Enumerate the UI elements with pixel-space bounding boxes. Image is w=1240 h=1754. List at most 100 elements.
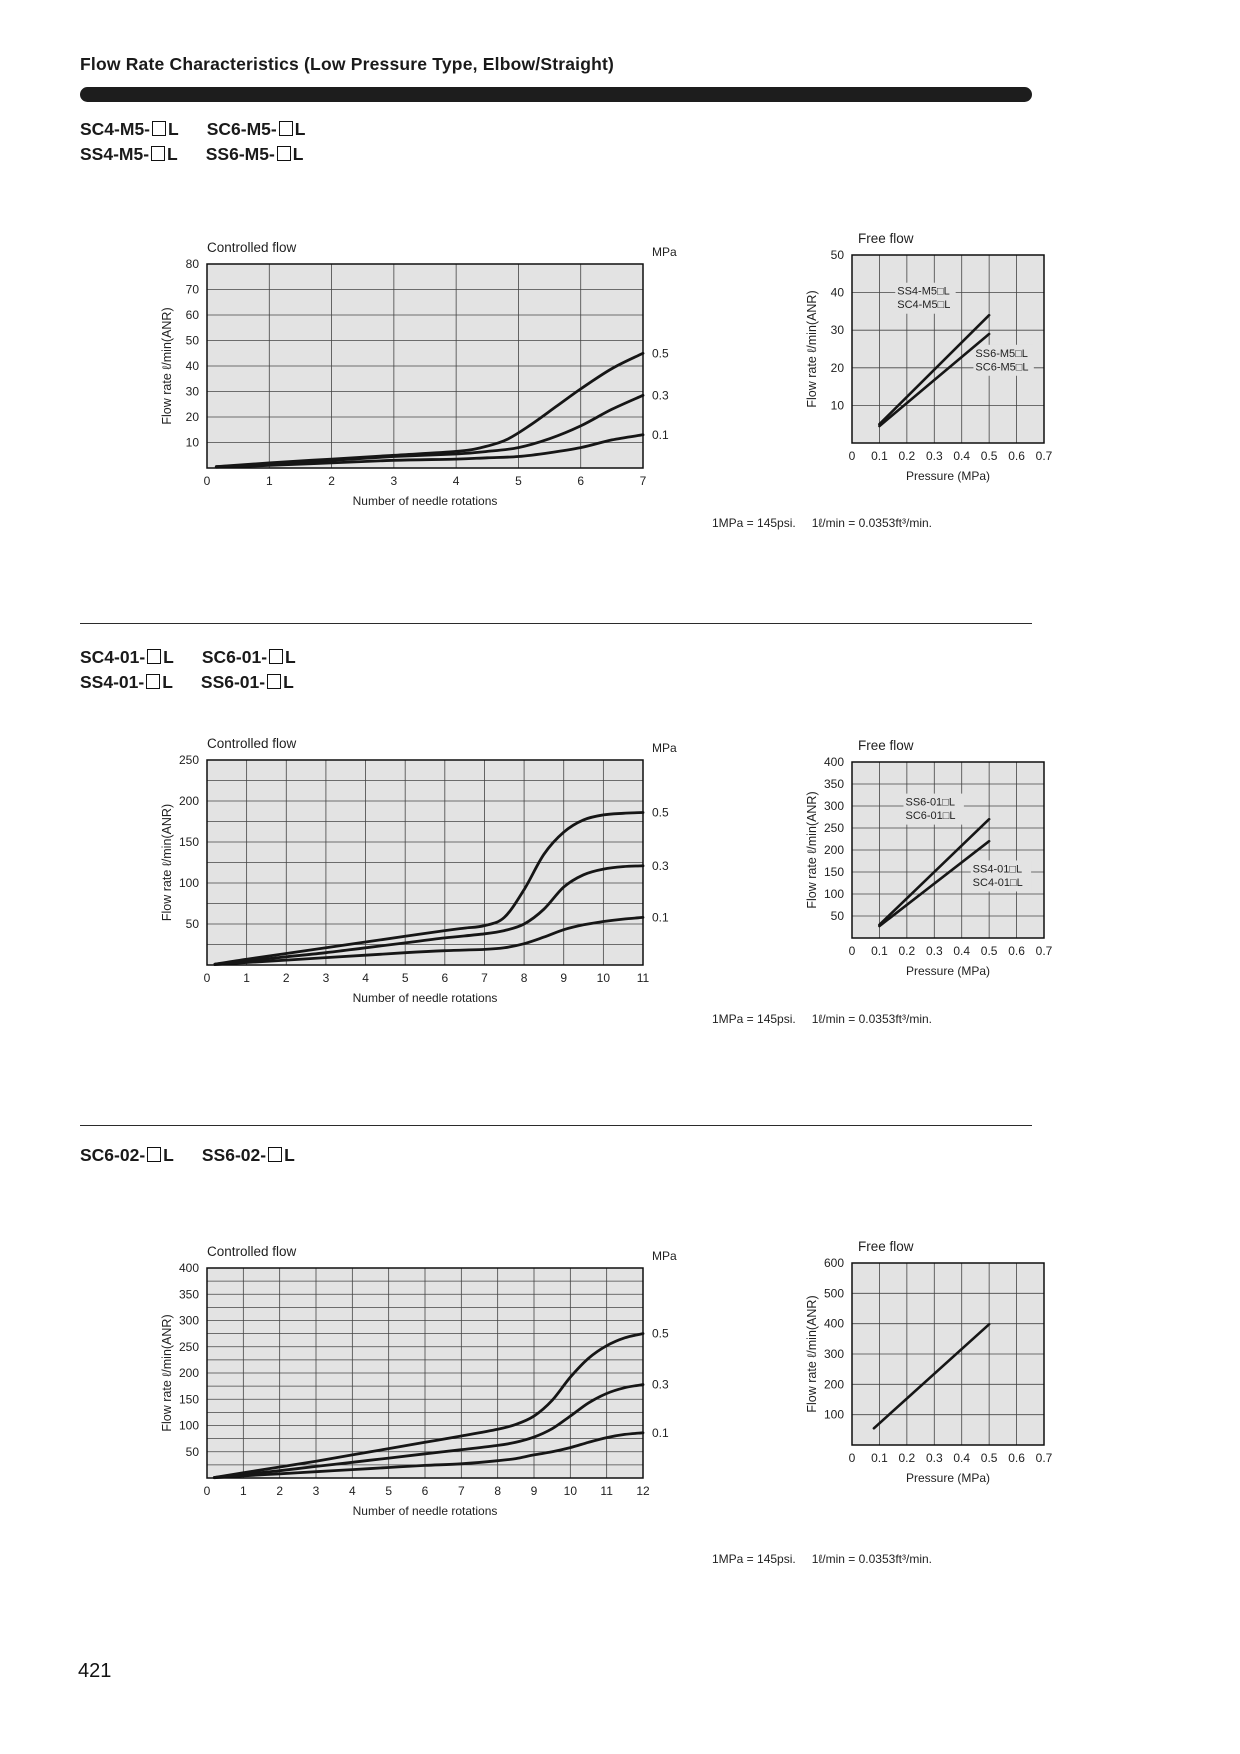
svg-text:Controlled flow: Controlled flow <box>207 1244 297 1259</box>
svg-text:SS6-M5□L: SS6-M5□L <box>975 348 1028 360</box>
svg-text:300: 300 <box>824 1347 844 1361</box>
svg-text:Pressure (MPa): Pressure (MPa) <box>906 964 990 978</box>
svg-text:300: 300 <box>824 799 844 813</box>
svg-text:50: 50 <box>186 917 200 931</box>
model-header-line: SS4-01- L SS6-01- L <box>80 670 296 695</box>
svg-text:9: 9 <box>531 1484 538 1498</box>
svg-text:0.4: 0.4 <box>953 944 970 958</box>
svg-text:6: 6 <box>441 971 448 985</box>
svg-text:0.7: 0.7 <box>1036 944 1053 958</box>
model-name: SC6-M5- L <box>206 119 306 139</box>
svg-text:Pressure (MPa): Pressure (MPa) <box>906 1471 990 1485</box>
svg-text:3: 3 <box>323 971 330 985</box>
model-name: SC4-M5- L <box>80 119 179 139</box>
svg-text:SC6-M5□L: SC6-M5□L <box>975 361 1028 373</box>
svg-text:0: 0 <box>204 474 211 488</box>
svg-text:70: 70 <box>186 283 200 297</box>
option-box-placeholder <box>147 1147 162 1162</box>
svg-text:0.1: 0.1 <box>652 428 669 442</box>
svg-text:0.6: 0.6 <box>1008 449 1025 463</box>
svg-text:Number of needle rotations: Number of needle rotations <box>353 991 498 1005</box>
svg-text:Flow rate ℓ/min(ANR): Flow rate ℓ/min(ANR) <box>805 290 819 407</box>
svg-text:350: 350 <box>824 777 844 791</box>
model-header-s3: SC6-02- L SS6-02- L <box>80 1143 295 1168</box>
svg-text:5: 5 <box>402 971 409 985</box>
free-flow-chart-s2: 50 100 150 200 250 300 350 400 0 0.1 0.2 0.3 0.4 0.5 0… <box>800 728 1072 1005</box>
svg-text:3: 3 <box>391 474 398 488</box>
svg-text:12: 12 <box>636 1484 650 1498</box>
model-header-line: SS4-M5- L SS6-M5- L <box>80 142 305 167</box>
svg-text:250: 250 <box>824 821 844 835</box>
section-divider <box>80 623 1032 624</box>
svg-text:150: 150 <box>179 835 199 849</box>
svg-text:4: 4 <box>453 474 460 488</box>
option-box-placeholder <box>278 121 293 136</box>
section-divider <box>80 1125 1032 1126</box>
svg-text:Controlled flow: Controlled flow <box>207 240 297 255</box>
svg-text:Free flow: Free flow <box>858 738 914 753</box>
psi-conversion: 1MPa = 145psi. <box>712 1012 796 1026</box>
unit-conversion-note: 1MPa = 145psi. 1ℓ/min = 0.0353ft³/min. <box>712 1552 932 1566</box>
model-name: SC6-02- L <box>80 1145 174 1165</box>
option-box-placeholder <box>151 146 166 161</box>
model-name: SS6-01- L <box>200 672 294 692</box>
svg-text:0.5: 0.5 <box>981 944 998 958</box>
svg-text:200: 200 <box>179 1366 199 1380</box>
svg-text:5: 5 <box>515 474 522 488</box>
svg-text:0.3: 0.3 <box>652 388 669 402</box>
model-header-line: SC4-01- L SC6-01- L <box>80 645 296 670</box>
svg-text:200: 200 <box>179 794 199 808</box>
svg-text:20: 20 <box>831 361 845 375</box>
svg-text:60: 60 <box>186 308 200 322</box>
svg-text:11: 11 <box>637 971 650 985</box>
svg-text:SC6-01□L: SC6-01□L <box>905 810 955 822</box>
svg-text:150: 150 <box>824 865 844 879</box>
svg-text:0.3: 0.3 <box>926 1451 943 1465</box>
svg-text:11: 11 <box>600 1484 613 1498</box>
svg-text:0.3: 0.3 <box>652 1378 669 1392</box>
svg-text:20: 20 <box>186 410 200 424</box>
svg-text:200: 200 <box>824 1377 844 1391</box>
svg-text:0.3: 0.3 <box>926 449 943 463</box>
svg-text:0: 0 <box>849 449 856 463</box>
svg-text:0.5: 0.5 <box>981 449 998 463</box>
svg-text:0: 0 <box>204 1484 211 1498</box>
svg-text:0.5: 0.5 <box>652 1327 669 1341</box>
svg-text:350: 350 <box>179 1287 199 1301</box>
svg-text:2: 2 <box>283 971 290 985</box>
svg-text:10: 10 <box>186 436 200 450</box>
free-flow-chart-s1: 10 20 30 40 50 0 0.1 0.2 0.3 0.4 0.5 0.6 0.7 Free flo… <box>800 221 1072 510</box>
svg-text:SS4-01□L: SS4-01□L <box>973 863 1022 875</box>
option-box-placeholder <box>276 146 291 161</box>
svg-text:0.1: 0.1 <box>871 1451 888 1465</box>
option-box-placeholder <box>268 1147 283 1162</box>
svg-text:50: 50 <box>831 909 845 923</box>
model-header-s2: SC4-01- L SC6-01- L SS4-01- L SS6-01- L <box>80 645 296 695</box>
model-name: SC4-01- L <box>80 647 174 667</box>
svg-text:300: 300 <box>179 1314 199 1328</box>
option-box-placeholder <box>269 649 284 664</box>
svg-text:100: 100 <box>179 1419 199 1433</box>
svg-text:30: 30 <box>831 323 845 337</box>
svg-text:100: 100 <box>824 887 844 901</box>
svg-text:0.2: 0.2 <box>899 944 916 958</box>
model-name: SS6-02- L <box>201 1145 295 1165</box>
svg-text:0.4: 0.4 <box>953 449 970 463</box>
model-name: SC6-01- L <box>201 647 296 667</box>
svg-text:Flow rate ℓ/min(ANR): Flow rate ℓ/min(ANR) <box>805 1295 819 1412</box>
svg-text:6: 6 <box>577 474 584 488</box>
free-flow-chart-s3: 100 200 300 400 500 600 0 0.1 0.2 0.3 0.4 0.5 0.6 0.7… <box>800 1229 1072 1512</box>
svg-text:0.3: 0.3 <box>926 944 943 958</box>
page-title: Flow Rate Characteristics (Low Pressure … <box>80 54 615 74</box>
svg-text:0.5: 0.5 <box>652 805 669 819</box>
flow-conversion: 1ℓ/min = 0.0353ft³/min. <box>811 1552 932 1566</box>
svg-text:40: 40 <box>831 286 845 300</box>
svg-text:Free flow: Free flow <box>858 1239 914 1254</box>
controlled-flow-chart-s3: 50 100 150 200 250 300 350 400 0 1 2 3 4 5 6 7 8 9 10 11 12 C… <box>155 1234 715 1539</box>
svg-text:2: 2 <box>276 1484 283 1498</box>
controlled-flow-chart-s1: 10 20 30 40 50 60 70 80 0 1 2 3 4 5 6 7 Controlled flow M… <box>155 230 715 529</box>
svg-text:7: 7 <box>458 1484 465 1498</box>
svg-text:10: 10 <box>564 1484 578 1498</box>
svg-text:0.6: 0.6 <box>1008 944 1025 958</box>
